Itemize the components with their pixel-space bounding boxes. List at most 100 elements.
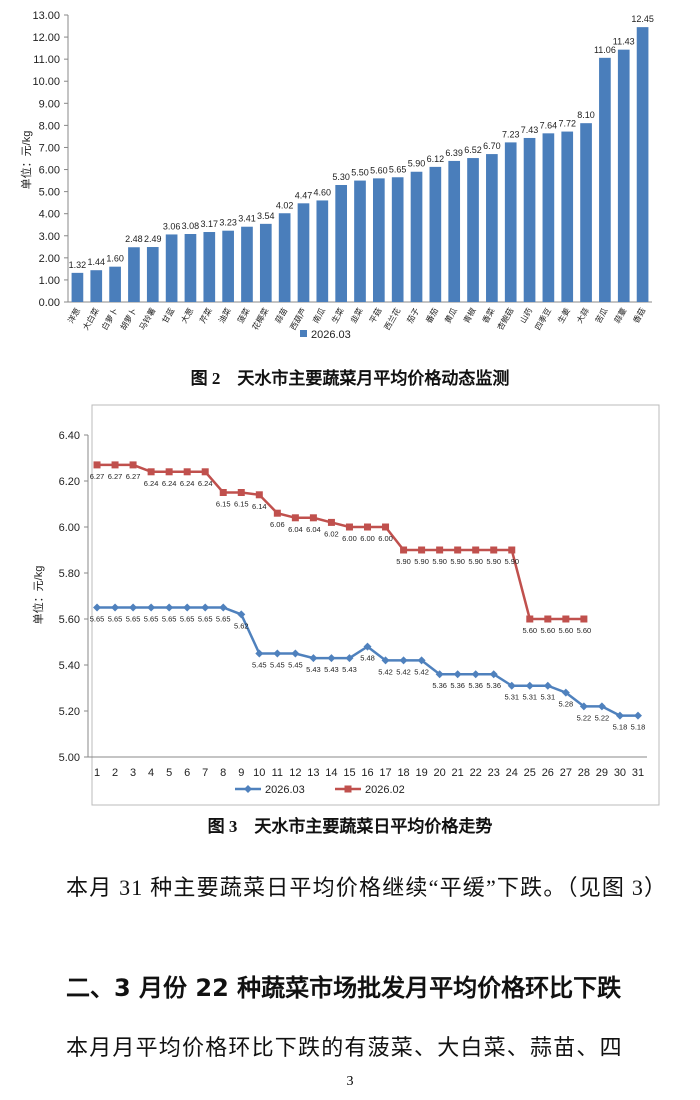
marker <box>309 654 318 663</box>
x-tick-label: 19 <box>415 767 427 779</box>
marker <box>562 615 570 623</box>
value-label: 1.44 <box>87 257 105 267</box>
x-tick-label: 平菇 <box>367 306 384 325</box>
chart-frame <box>91 404 660 806</box>
value-label: 5.60 <box>577 626 592 635</box>
bar <box>372 178 385 302</box>
x-tick-label: 16 <box>361 767 373 779</box>
value-label: 1.60 <box>106 254 124 264</box>
x-tick-label: 西兰花 <box>382 306 403 332</box>
bar <box>109 266 121 302</box>
legend-label: 2026.03 <box>265 784 305 796</box>
value-label: 5.22 <box>577 713 592 722</box>
bar <box>128 247 140 302</box>
x-tick-label: 17 <box>379 767 391 779</box>
x-tick-label: 10 <box>253 767 265 779</box>
x-tick-label: 生姜 <box>555 306 572 325</box>
marker <box>417 656 426 665</box>
value-label: 5.36 <box>468 681 483 690</box>
marker <box>579 702 588 711</box>
y-tick-label: 12.00 <box>32 32 60 44</box>
x-tick-label: 蒜苗 <box>273 306 290 325</box>
marker <box>111 461 119 469</box>
x-tick-label: 芹菜 <box>197 306 214 325</box>
bar <box>146 247 159 302</box>
value-label: 5.60 <box>370 165 388 175</box>
marker <box>183 603 192 612</box>
x-tick-label: 14 <box>325 767 337 779</box>
marker <box>633 711 642 720</box>
x-tick-label: 30 <box>614 767 626 779</box>
x-tick-label: 山药 <box>518 306 535 325</box>
value-label: 12.45 <box>631 14 654 24</box>
y-axis-title: 单位：元/kg <box>31 566 45 625</box>
x-tick-label: 白萝卜 <box>99 306 120 332</box>
marker <box>344 785 352 793</box>
value-label: 11.06 <box>594 45 616 55</box>
y-tick-label: 10.00 <box>32 76 60 88</box>
marker <box>381 656 390 665</box>
x-tick-label: 花椰菜 <box>250 306 271 332</box>
marker <box>237 489 245 496</box>
x-tick-label: 24 <box>506 767 518 779</box>
y-tick-label: 6.00 <box>39 165 60 177</box>
marker <box>219 489 227 496</box>
x-tick-label: 青椒 <box>461 306 478 325</box>
value-label: 6.15 <box>234 500 249 509</box>
value-label: 5.90 <box>486 557 501 566</box>
bar <box>504 142 517 302</box>
y-tick-label: 1.00 <box>39 275 60 287</box>
marker <box>526 615 534 623</box>
bar <box>467 158 479 302</box>
y-tick-label: 0.00 <box>39 297 60 309</box>
x-tick-label: 四季豆 <box>532 306 553 332</box>
y-tick-label: 6.40 <box>59 430 80 442</box>
x-tick-label: 11 <box>272 767 283 779</box>
x-tick-label: 23 <box>488 767 500 779</box>
x-tick-label: 马铃薯 <box>137 306 158 332</box>
y-tick-label: 4.00 <box>39 209 60 221</box>
marker <box>93 461 101 469</box>
charts: 单位：元/kg 0.00 1.00 2.00 3.00 4.00 5.00 6.00 7.00 8… <box>19 10 660 806</box>
value-label: 5.31 <box>522 693 537 702</box>
x-tick-label: 13 <box>307 767 319 779</box>
x-tick-label: 苦瓜 <box>593 306 610 325</box>
marker <box>345 523 353 531</box>
value-label: 6.02 <box>324 529 339 538</box>
x-tick-label: 1 <box>94 767 100 779</box>
marker <box>399 656 408 665</box>
value-label: 6.24 <box>180 479 195 488</box>
value-label: 5.65 <box>144 615 159 624</box>
value-label: 6.04 <box>306 525 321 534</box>
value-label: 5.90 <box>504 557 519 566</box>
x-tick-label: 杏鲍菇 <box>495 306 516 332</box>
caption: 图 2 天水市主要蔬菜月平均价格动态监测 <box>190 369 510 388</box>
marker <box>147 603 156 612</box>
y-tick-label: 5.60 <box>59 614 80 626</box>
value-label: 6.24 <box>144 479 159 488</box>
x-tick-label: 洋葱 <box>65 306 82 325</box>
marker <box>183 468 191 476</box>
x-tick-label: 20 <box>434 767 446 779</box>
marker <box>489 670 498 679</box>
y-tick-label: 6.00 <box>59 522 80 534</box>
value-label: 3.08 <box>182 221 200 231</box>
legend-swatch <box>300 330 307 337</box>
value-label: 5.45 <box>252 661 267 670</box>
value-label: 5.60 <box>522 626 537 635</box>
marker <box>273 649 282 658</box>
marker <box>363 642 372 651</box>
value-label: 5.65 <box>180 615 195 624</box>
value-label: 5.45 <box>288 661 303 670</box>
x-tick-label: 大葱 <box>179 306 196 325</box>
marker <box>165 603 174 612</box>
marker <box>327 518 335 526</box>
value-label: 11.43 <box>613 37 635 47</box>
caption: 图 3 天水市主要蔬菜日平均价格走势 <box>207 817 493 836</box>
y-tick-label: 5.80 <box>59 568 80 580</box>
marker <box>436 546 444 554</box>
paragraph: 本月月平均价格环比下跌的有菠菜、大白菜、蒜苗、四 <box>66 1035 623 1060</box>
heading: 二、3 月份 22 种蔬菜市场批发月平均价格环比下跌 <box>66 974 622 1002</box>
bar <box>599 57 611 303</box>
